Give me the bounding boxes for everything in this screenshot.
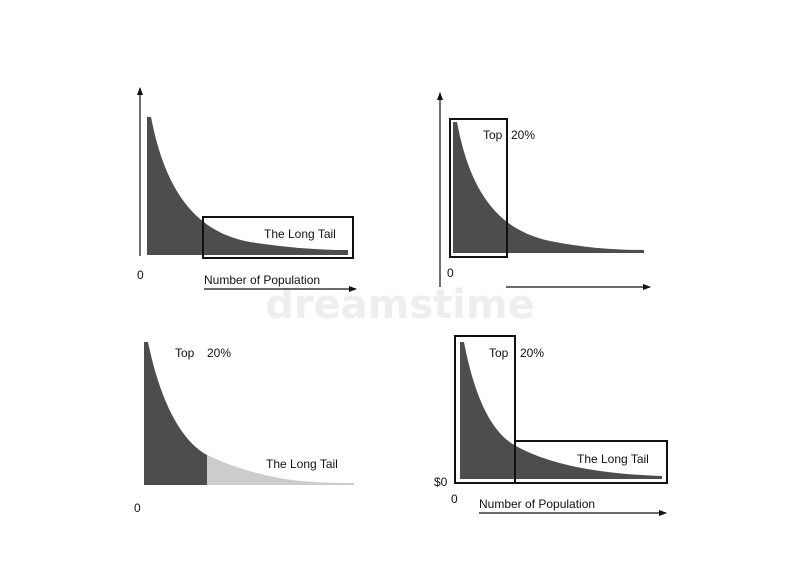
top-label: Top [489,346,509,360]
curve-area [147,117,348,255]
y-origin-label: $0 [434,475,448,489]
panel-bottom-left: Top 20% The Long Tail 0 [134,342,354,515]
top-label: Top [483,128,503,142]
origin-label: 0 [134,501,141,515]
panel-bottom-right: Top 20% The Long Tail $0 0 Number of Pop… [434,335,668,516]
panel-top-left: The Long Tail 0 Number of Population [137,87,357,292]
top-20-box [454,335,516,484]
long-tail-label: The Long Tail [577,452,649,466]
x-axis-label: Number of Population [204,273,320,287]
long-tail-box [202,216,354,259]
top-percent-label: 20% [511,128,535,142]
origin-label: 0 [447,266,454,280]
curve-area [453,122,644,253]
panel-top-right: Top 20% 0 [437,92,651,290]
origin-label: 0 [451,492,458,506]
curve-area [460,342,662,479]
head-area [144,342,207,485]
x-axis-label: Number of Population [479,497,595,511]
tail-area [207,455,354,485]
long-tail-label: The Long Tail [266,457,338,471]
origin-label: 0 [137,268,144,282]
top-percent-label: 20% [207,346,231,360]
watermark: dreamstime [265,282,535,328]
top-label: Top [175,346,195,360]
long-tail-label: The Long Tail [264,227,336,241]
top-percent-label: 20% [520,346,544,360]
top-20-box [449,118,508,258]
long-tail-box [514,440,668,484]
